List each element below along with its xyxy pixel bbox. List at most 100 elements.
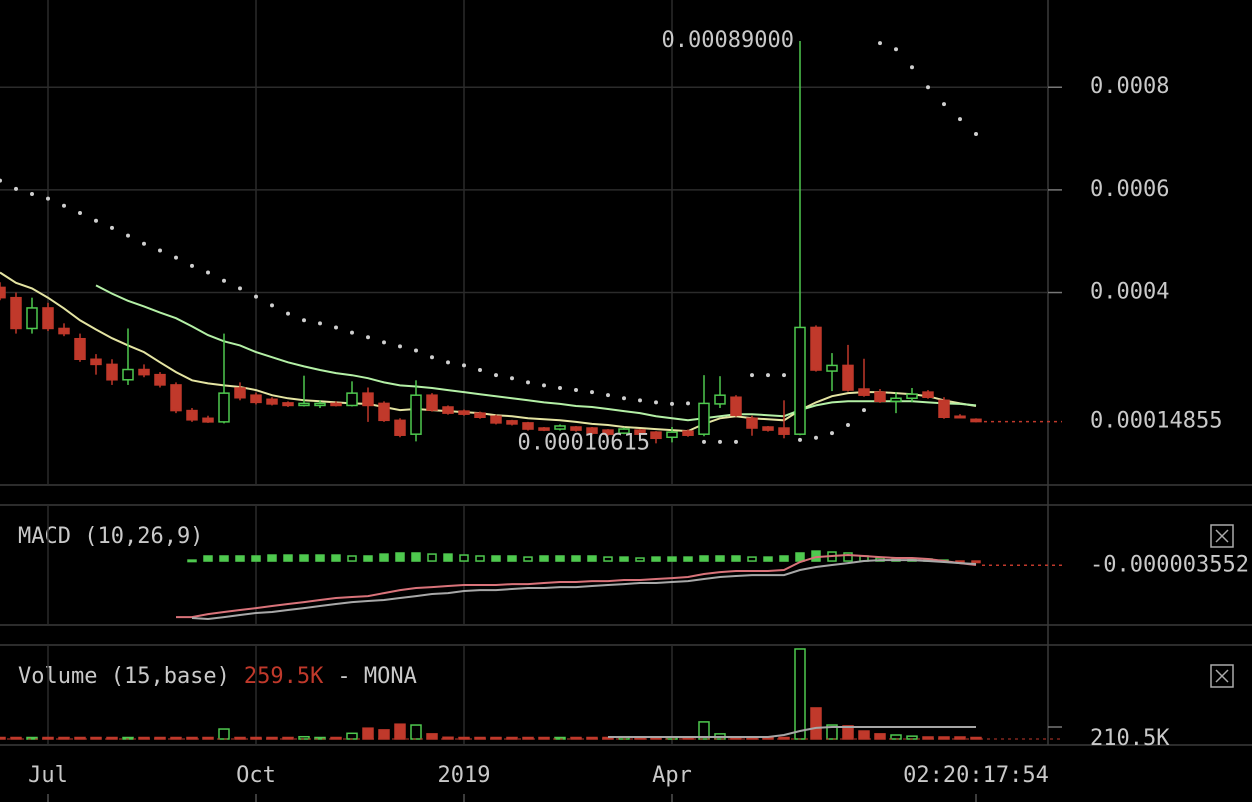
- macd-line: [176, 553, 977, 619]
- close-button-icon[interactable]: [1215, 529, 1229, 543]
- candle-body: [698, 402, 710, 435]
- candle-body: [602, 429, 614, 435]
- candle-body: [618, 428, 630, 434]
- sar-dot: [430, 355, 434, 360]
- candle-body: [202, 417, 214, 423]
- sar-dot: [174, 255, 178, 260]
- macd-histogram-bar: [747, 556, 757, 562]
- sar-dot: [334, 325, 338, 330]
- macd-histogram-bar: [459, 554, 469, 562]
- macd-histogram-bar: [603, 556, 613, 562]
- macd-histogram-bar: [267, 554, 277, 562]
- macd-histogram-bar: [395, 552, 405, 562]
- volume-bar: [538, 736, 550, 740]
- candle-body: [938, 399, 950, 419]
- volume-bar: [90, 736, 102, 740]
- candle-body: [890, 397, 902, 403]
- close-button-icon[interactable]: [1215, 669, 1229, 683]
- sar-dot: [974, 131, 978, 136]
- sar-dot: [670, 401, 674, 406]
- sar-dot: [830, 431, 834, 436]
- sar-dot: [478, 368, 482, 373]
- candle-body: [810, 326, 822, 371]
- volume-bar: [490, 736, 502, 740]
- sar-dot: [30, 192, 34, 196]
- volume-current: 259.5K: [244, 664, 324, 689]
- sar-dot: [126, 233, 130, 238]
- candle-body: [234, 387, 246, 399]
- close-button[interactable]: [1210, 664, 1234, 688]
- sar-dot: [414, 348, 418, 353]
- candle-body: [762, 426, 774, 431]
- volume-bar: [874, 733, 886, 740]
- sar-dot: [366, 335, 370, 340]
- volume-bar: [394, 723, 406, 740]
- macd-histogram-bar: [283, 554, 293, 562]
- macd-histogram-bar: [363, 555, 373, 562]
- sar-dot: [558, 386, 562, 390]
- candle-body: [250, 394, 262, 404]
- countdown: 02:20:17:54: [903, 763, 1049, 788]
- macd-histogram-bar: [715, 555, 725, 562]
- macd-histogram-bar: [203, 555, 213, 562]
- candle-body: [74, 337, 86, 361]
- macd-histogram-bar: [235, 555, 245, 562]
- candle-body: [138, 368, 150, 376]
- candle-body: [730, 396, 742, 416]
- candle-body: [410, 394, 422, 435]
- candle-body: [570, 426, 582, 431]
- sar-dot: [958, 117, 962, 122]
- candle-body: [362, 392, 374, 407]
- candle-body: [682, 430, 694, 436]
- candle-body: [218, 392, 230, 423]
- sar-dot: [542, 383, 546, 388]
- y-tick-label: 0.0004: [1090, 280, 1169, 305]
- sar-dot: [14, 186, 18, 191]
- candle-body: [778, 427, 790, 435]
- x-tick-label: 2019: [438, 763, 491, 788]
- candle-body: [858, 388, 870, 396]
- sar-dot: [606, 393, 610, 398]
- sar-dot: [782, 373, 786, 378]
- sar-dot: [206, 270, 210, 275]
- max-label: 0.00089000: [662, 28, 794, 53]
- sar-dot: [190, 263, 194, 268]
- volume-bar: [426, 733, 438, 740]
- sar-dot: [910, 65, 914, 70]
- candle-body: [650, 431, 662, 440]
- sar-dot: [318, 321, 322, 326]
- sar-dot: [142, 241, 146, 246]
- sar-dot: [686, 401, 690, 406]
- sar-dot: [526, 380, 530, 385]
- volume-bar: [314, 736, 326, 740]
- candle-body: [794, 326, 806, 435]
- candle-body: [58, 327, 70, 335]
- sar-dot: [894, 47, 898, 52]
- candle-body: [554, 425, 566, 430]
- close-button-box[interactable]: [1210, 524, 1234, 548]
- macd-histogram-bar: [347, 555, 357, 562]
- macd-histogram-bar: [443, 553, 453, 562]
- macd-histogram-bar: [651, 556, 661, 562]
- macd-histogram-bar: [587, 555, 597, 562]
- close-button-box[interactable]: [1210, 664, 1234, 688]
- volume-bar: [938, 736, 950, 740]
- volume-bar: [474, 736, 486, 740]
- macd-histogram-bar: [331, 554, 341, 562]
- close-button[interactable]: [1210, 524, 1234, 548]
- volume-title: Volume (15,base) 259.5K - MONA: [18, 664, 417, 689]
- min-label: 0.00010615: [518, 430, 650, 455]
- sar-dot: [462, 363, 466, 368]
- sar-dot: [750, 373, 754, 378]
- candle-body: [522, 422, 534, 430]
- macd-histogram-bar: [619, 556, 629, 562]
- sar-dot: [382, 340, 386, 345]
- volume-bar: [890, 734, 902, 740]
- macd-histogram-bar: [187, 559, 197, 563]
- sar-dot: [446, 360, 450, 365]
- macd-histogram-bar: [731, 555, 741, 562]
- sar-dot: [574, 388, 578, 393]
- candle-body: [26, 307, 38, 330]
- candle-body: [314, 402, 326, 407]
